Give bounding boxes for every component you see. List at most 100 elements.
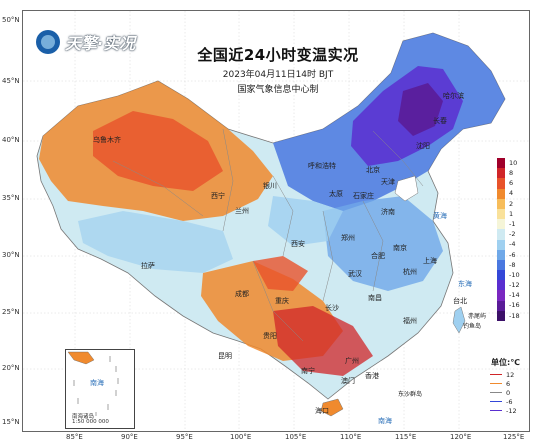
legend-label: -14 [509, 291, 520, 300]
legend-label: -4 [509, 240, 516, 249]
place-label: 呼和浩特 [308, 162, 336, 170]
place-label: 乌鲁木齐 [93, 136, 121, 144]
lon-label: 115°E [395, 433, 417, 441]
legend-swatch [497, 178, 505, 189]
legend-bin: 10 [497, 158, 527, 169]
legend-bin: 2 [497, 198, 527, 209]
legend-bin: -10 [497, 270, 527, 281]
legend-swatch [497, 259, 505, 271]
place-label: 南宁 [301, 367, 315, 375]
isoline-entry: 0 [490, 388, 517, 397]
lat-label: 15°N [2, 418, 20, 426]
bohai-sea [394, 175, 419, 202]
isoline-label: 0 [506, 388, 511, 397]
isoline-sample [490, 383, 502, 384]
sea-label: 东海 [458, 280, 472, 288]
legend-swatch [497, 300, 505, 311]
legend-bin: -6 [497, 249, 527, 260]
legend-label: 4 [509, 189, 514, 198]
place-label: 武汉 [348, 270, 362, 278]
legend-swatch [497, 198, 505, 209]
place-label: 兰州 [235, 207, 249, 215]
legend-swatch [497, 290, 505, 301]
legend-swatch [497, 249, 505, 260]
place-label: 长春 [433, 117, 447, 125]
logo-text: 天擎·实况 [65, 34, 136, 53]
place-label: 银川 [263, 182, 277, 190]
place-label: 天津 [381, 178, 395, 186]
place-label: 西安 [291, 240, 305, 248]
place-label: 台北 [453, 297, 467, 305]
lon-label: 85°E [66, 433, 83, 441]
legend-swatch [497, 168, 505, 179]
legend-label: 6 [509, 179, 514, 188]
legend-bin: -12 [497, 280, 527, 291]
isoline-entry: -6 [490, 397, 517, 406]
isoline-label: 6 [506, 379, 511, 388]
legend-swatch [497, 219, 505, 230]
lat-label: 45°N [2, 77, 20, 85]
legend-label: -2 [509, 230, 516, 239]
place-label: 沈阳 [416, 142, 430, 150]
warm-region-core [93, 111, 223, 191]
place-label: 福州 [403, 317, 417, 325]
isoline-sample [490, 401, 502, 402]
place-label: 南京 [393, 244, 407, 252]
south-china-sea-inset: 南海 南海诸岛 1:50 000 000 [65, 349, 135, 429]
lat-label: 50°N [2, 16, 20, 24]
isoline-label: 12 [506, 370, 515, 379]
lon-label: 95°E [176, 433, 193, 441]
legend-bin: -18 [497, 310, 527, 321]
map-frame: 乌鲁木齐 拉萨 西宁 兰州 银川 呼和浩特 太原 石家庄 北京 天津 济南 郑州… [22, 10, 530, 432]
legend-label: -10 [509, 270, 520, 279]
lon-label: 120°E [450, 433, 472, 441]
legend-label: -6 [509, 250, 516, 259]
legend-bin: -16 [497, 300, 527, 311]
place-label: 拉萨 [141, 262, 155, 270]
legend-unit: 单位:℃ [491, 358, 520, 367]
legend-swatch [497, 188, 505, 199]
lat-label: 20°N [2, 364, 20, 372]
legend-swatch [497, 229, 505, 240]
place-label: 石家庄 [353, 192, 374, 200]
place-label: 南昌 [368, 294, 382, 302]
inset-scale-label: 1:50 000 000 [72, 419, 109, 425]
legend-swatch [497, 270, 505, 281]
isoline-entry: 6 [490, 379, 517, 388]
warm-region-sichuan [253, 256, 308, 291]
cool-region-central [268, 196, 343, 246]
map-title: 全国近24小时变温实况 [197, 46, 359, 64]
legend-label: 1 [509, 209, 514, 218]
lat-label: 40°N [2, 136, 20, 144]
legend-bin: 4 [497, 188, 527, 199]
lat-label: 35°N [2, 194, 20, 202]
hainan [320, 398, 344, 417]
isoline-label: -6 [506, 397, 513, 406]
color-legend: 10 8 6 4 2 1 -1 -2 -4 -6 -8 -10 -12 -14 -16 -18 [497, 158, 527, 321]
coldest-core [398, 83, 443, 136]
legend-bin: 6 [497, 178, 527, 189]
isoline-sample [490, 410, 502, 411]
legend-swatch [497, 158, 505, 169]
legend-bin: -4 [497, 239, 527, 250]
legend-bin: -1 [497, 219, 527, 230]
lon-label: 90°E [121, 433, 138, 441]
legend-bin: 1 [497, 208, 527, 220]
legend-label: 8 [509, 169, 514, 178]
legend-label: -8 [509, 260, 516, 269]
place-label: 成都 [235, 290, 249, 298]
isoline-sample [490, 392, 502, 393]
legend-label: -16 [509, 301, 520, 310]
place-label: 香港 [365, 372, 379, 380]
place-label: 长沙 [325, 304, 339, 312]
logo: 天擎·实况 [36, 30, 135, 54]
title-block: 全国近24小时变温实况 2023年04月11日14时 BJT 国家气象信息中心制 [183, 44, 373, 95]
taiwan [452, 306, 466, 334]
cool-region-east [323, 196, 443, 291]
place-label: 济南 [381, 208, 395, 216]
lat-label: 25°N [2, 308, 20, 316]
legend-label: 10 [509, 158, 518, 167]
mild-plateau [78, 211, 233, 273]
lon-label: 100°E [230, 433, 252, 441]
isoline-legend: 12 6 0 -6 -12 [490, 370, 517, 415]
